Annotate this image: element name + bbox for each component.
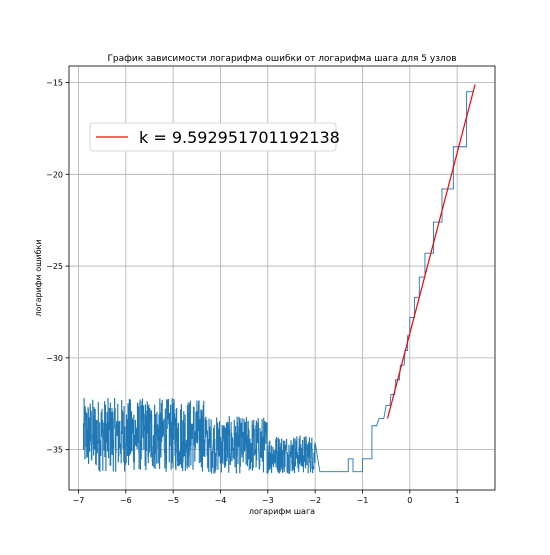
axis-ticks: −7 −6 −5 −4 −3 −2 −1 0 1 −35 −30 −25 −20 −15: [46, 79, 460, 505]
x-tick-label: −2: [309, 496, 321, 505]
fit-line-k: [386, 84, 476, 419]
x-tick-label: −5: [167, 496, 179, 505]
y-tick-label: −15: [46, 79, 63, 88]
y-axis-title: логарифм ошибки: [34, 239, 43, 316]
x-tick-label: 1: [455, 496, 460, 505]
y-tick-label: −25: [46, 262, 63, 271]
x-tick-label: −1: [357, 496, 369, 505]
legend-label-k: k = 9.592951701192138: [139, 128, 340, 147]
series-layer: [83, 84, 476, 474]
y-tick-label: −30: [46, 354, 63, 363]
x-tick-label: −6: [120, 496, 132, 505]
chart-title: График зависимости логарифма ошибки от л…: [107, 54, 456, 64]
x-tick-label: 0: [407, 496, 412, 505]
legend: k = 9.592951701192138: [89, 122, 340, 152]
y-tick-label: −35: [46, 446, 63, 455]
x-tick-label: −3: [262, 496, 274, 505]
plot-frame: [68, 65, 496, 491]
error-series-line: [83, 91, 474, 474]
y-tick-label: −20: [46, 170, 63, 179]
x-tick-label: −7: [73, 496, 85, 505]
x-axis-title: логарифм шага: [249, 507, 315, 516]
x-tick-label: −4: [215, 496, 227, 505]
legend-box: [89, 122, 337, 152]
